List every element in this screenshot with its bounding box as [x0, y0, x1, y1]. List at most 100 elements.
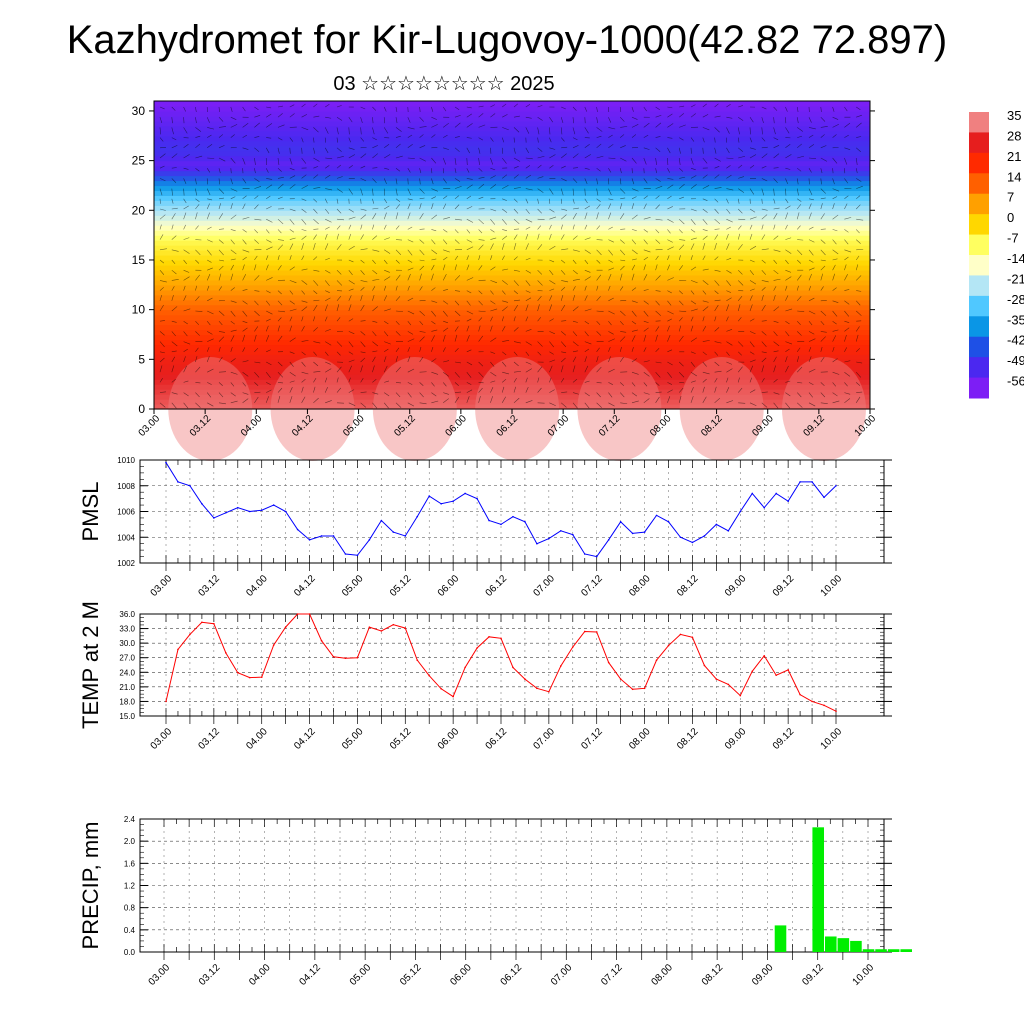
- wind-arrow: [702, 268, 709, 271]
- wind-arrow: [856, 114, 862, 118]
- wind-arrow: [442, 203, 447, 210]
- wind-arrow: [702, 127, 710, 131]
- wind-arrow: [266, 382, 271, 385]
- wind-arrow: [478, 239, 485, 241]
- colorbar-swatch: [969, 173, 989, 195]
- temp-time-label: 07.12: [579, 726, 605, 752]
- colorbar-swatch: [969, 214, 989, 236]
- wind-arrow: [454, 204, 460, 210]
- wind-arrow: [596, 178, 598, 185]
- wind-arrow: [443, 229, 448, 233]
- wind-arrow: [726, 316, 729, 322]
- wind-arrow: [254, 396, 259, 403]
- temp-point: [667, 644, 670, 647]
- temp-point: [201, 621, 203, 624]
- wind-arrow: [207, 134, 212, 138]
- wind-arrow: [443, 360, 450, 363]
- wind-arrow: [502, 208, 508, 213]
- wind-arrow: [513, 304, 518, 312]
- wind-arrow: [820, 259, 826, 262]
- wind-arrow: [254, 255, 258, 261]
- wind-arrow: [549, 208, 555, 213]
- wind-arrow: [726, 257, 732, 261]
- wind-arrow: [442, 178, 447, 184]
- wind-arrow: [796, 225, 801, 230]
- wind-arrow: [572, 117, 574, 124]
- wind-arrow: [773, 249, 781, 252]
- wind-arrow: [266, 318, 271, 322]
- wind-arrow: [419, 178, 421, 185]
- wind-arrow: [749, 224, 753, 230]
- wind-arrow: [631, 273, 635, 281]
- wind-arrow: [785, 331, 790, 337]
- wind-arrow: [643, 289, 649, 291]
- wind-arrow: [348, 377, 351, 383]
- heat-band: [154, 125, 870, 132]
- wind-arrow: [584, 356, 587, 363]
- wind-arrow: [419, 265, 425, 271]
- wind-arrow: [584, 276, 591, 281]
- wind-arrow: [442, 264, 446, 271]
- wind-arrow: [678, 167, 684, 172]
- wind-arrow: [737, 387, 743, 393]
- wind-arrow: [419, 188, 425, 194]
- temp-point: [332, 655, 335, 658]
- wind-arrow: [478, 229, 483, 234]
- wind-arrow: [242, 203, 246, 210]
- wind-arrow: [808, 331, 815, 335]
- wind-arrow: [737, 341, 744, 347]
- wind-arrow: [749, 188, 755, 195]
- temp-point: [739, 694, 742, 697]
- wind-arrow: [749, 295, 753, 301]
- wind-arrow: [820, 197, 826, 200]
- wind-arrow: [348, 359, 355, 363]
- wind-arrow: [242, 382, 247, 387]
- wind-arrow: [265, 325, 269, 332]
- wind-arrow: [808, 144, 815, 149]
- wind-arrow: [608, 203, 612, 210]
- wind-arrow: [796, 285, 799, 291]
- wind-arrow: [714, 327, 720, 332]
- wind-arrow: [313, 242, 316, 250]
- pmsl-point: [835, 484, 837, 487]
- wind-arrow: [619, 273, 623, 281]
- wind-arrow: [301, 235, 307, 240]
- wind-arrow: [608, 157, 616, 159]
- wind-arrow: [655, 106, 660, 111]
- wind-arrow: [325, 116, 332, 119]
- wind-arrow: [820, 402, 828, 404]
- wind-arrow: [466, 178, 473, 180]
- wind-arrow: [230, 371, 238, 375]
- pmsl-time-label: 06.00: [436, 573, 462, 599]
- heat-band: [154, 304, 870, 311]
- wind-arrow: [159, 178, 166, 182]
- wind-arrow: [596, 320, 601, 326]
- wind-arrow: [832, 239, 837, 245]
- wind-arrow: [702, 147, 704, 154]
- wind-arrow: [183, 341, 191, 345]
- wind-arrow: [265, 264, 269, 271]
- wind-arrow: [808, 203, 812, 210]
- wind-arrow: [454, 122, 461, 128]
- wind-arrow: [761, 248, 769, 251]
- wind-arrow: [537, 155, 545, 159]
- wind-arrow: [737, 198, 740, 204]
- wind-arrow: [678, 335, 684, 342]
- wind-arrow: [313, 327, 318, 332]
- wind-arrow: [501, 243, 505, 250]
- wind-arrow: [832, 287, 837, 291]
- heat-band: [154, 250, 870, 256]
- wind-arrow: [466, 372, 472, 378]
- wind-arrow: [667, 310, 674, 315]
- wind-arrow: [336, 105, 342, 108]
- wind-arrow: [466, 255, 469, 261]
- wind-arrow: [820, 346, 823, 352]
- wind-arrow: [171, 331, 176, 337]
- wind-arrow: [761, 214, 768, 220]
- wind-arrow: [525, 157, 533, 160]
- wind-arrow: [773, 106, 778, 111]
- heat-band: [154, 205, 870, 211]
- wind-arrow: [454, 239, 460, 244]
- wind-arrow: [195, 143, 201, 149]
- wind-arrow: [360, 178, 367, 182]
